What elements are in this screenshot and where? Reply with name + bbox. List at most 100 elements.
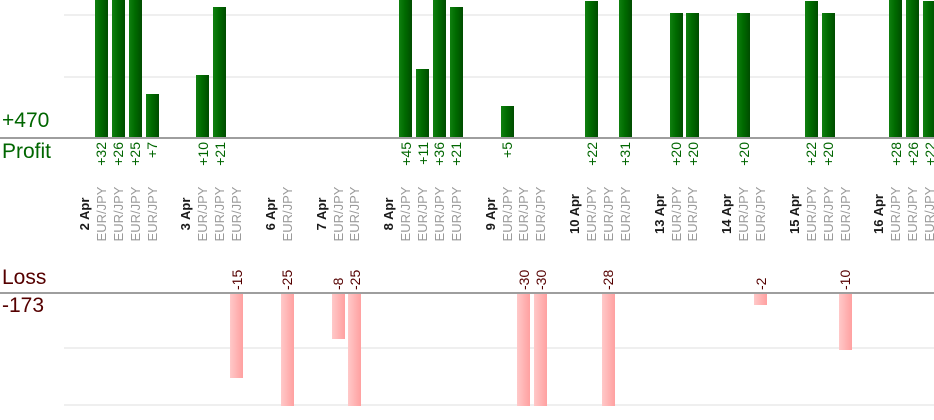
- date-label: 10 Apr: [567, 194, 583, 234]
- profit-bar: [399, 0, 413, 137]
- profit-gridline-10: [64, 76, 934, 78]
- loss-value-label: -15: [228, 269, 245, 290]
- loss-bar: [754, 294, 768, 306]
- profit-value-label: +21: [211, 142, 228, 166]
- symbol-label: EUR/JPY: [212, 186, 228, 242]
- profit-gridline-20: [64, 14, 934, 16]
- profit-bars-area: [0, 0, 934, 137]
- symbol-label: EUR/JPY: [685, 186, 701, 242]
- symbol-label: EUR/JPY: [110, 186, 126, 242]
- profit-bar: [449, 6, 463, 137]
- profit-value-label: +5: [499, 142, 516, 158]
- loss-value-label: -2: [752, 277, 769, 290]
- profit-value-label: +26: [904, 142, 921, 166]
- profit-bar: [128, 0, 142, 137]
- symbol-label: EUR/JPY: [533, 186, 549, 242]
- profit-value-label: +22: [921, 142, 934, 166]
- loss-bar: [838, 294, 852, 350]
- loss-value-label: -25: [346, 269, 363, 290]
- profit-value-label: +31: [617, 142, 634, 166]
- profit-bar: [889, 0, 903, 137]
- date-label: 14 Apr: [719, 194, 735, 234]
- loss-axis-line: [0, 292, 934, 294]
- symbol-label: EUR/JPY: [499, 186, 515, 242]
- profit-bar: [737, 13, 751, 137]
- loss-bar: [348, 294, 362, 406]
- profit-value-label: +32: [93, 142, 110, 166]
- symbol-label: EUR/JPY: [600, 186, 616, 242]
- profit-bar: [111, 0, 125, 137]
- symbol-label: EUR/JPY: [736, 186, 752, 242]
- symbol-label: EUR/JPY: [617, 186, 633, 242]
- profit-value-label: +22: [583, 142, 600, 166]
- profit-value-label: +20: [684, 142, 701, 166]
- symbol-label: EUR/JPY: [753, 186, 769, 242]
- date-label: 3 Apr: [178, 197, 194, 231]
- profit-total-label: +470: [2, 109, 50, 132]
- profit-bar: [94, 0, 108, 137]
- symbol-label: EUR/JPY: [905, 186, 921, 242]
- symbol-label: EUR/JPY: [330, 186, 346, 242]
- date-label: 7 Apr: [313, 197, 329, 231]
- profit-value-label: +21: [448, 142, 465, 166]
- profit-bar: [213, 6, 227, 137]
- loss-value-label: -28: [600, 269, 617, 290]
- profit-bar: [416, 68, 430, 137]
- profit-value-label: +20: [820, 142, 837, 166]
- profit-value-label: +26: [110, 142, 127, 166]
- loss-gridline-10: [64, 347, 934, 349]
- profit-bar: [432, 0, 446, 137]
- symbol-label: EUR/JPY: [347, 186, 363, 242]
- loss-total-label: -173: [2, 294, 45, 317]
- loss-value-label: -30: [515, 269, 532, 290]
- loss-value-label: -10: [837, 269, 854, 290]
- loss-bar: [331, 294, 345, 339]
- loss-gridline-20: [64, 404, 934, 406]
- profit-value-label: +10: [194, 142, 211, 166]
- date-label: 8 Apr: [381, 197, 397, 231]
- loss-bar: [601, 294, 615, 406]
- profit-bar: [906, 0, 920, 137]
- symbol-label: EUR/JPY: [820, 186, 836, 242]
- profit-bar: [618, 0, 632, 137]
- date-label: 13 Apr: [651, 194, 667, 234]
- profit-value-label: +20: [668, 142, 685, 166]
- date-label: 6 Apr: [262, 197, 278, 231]
- symbol-label: EUR/JPY: [431, 186, 447, 242]
- profit-value-label: +28: [887, 142, 904, 166]
- profit-value-label: +36: [431, 142, 448, 166]
- profit-bar: [686, 13, 700, 137]
- symbol-label: EUR/JPY: [415, 186, 431, 242]
- profit-bar: [821, 13, 835, 137]
- date-label: 16 Apr: [871, 194, 887, 234]
- symbol-label: EUR/JPY: [516, 186, 532, 242]
- loss-value-label: -8: [330, 277, 347, 290]
- symbol-label: EUR/JPY: [888, 186, 904, 242]
- profit-bar: [804, 0, 818, 137]
- date-label: 9 Apr: [482, 197, 498, 231]
- loss-value-label: -25: [279, 269, 296, 290]
- profit-axis-line: [0, 137, 934, 139]
- profit-bar: [669, 13, 683, 137]
- profit-value-label: +45: [397, 142, 414, 166]
- profit-bar: [145, 93, 159, 137]
- profit-value-label: +22: [803, 142, 820, 166]
- date-label: 15 Apr: [786, 194, 802, 234]
- symbol-label: EUR/JPY: [448, 186, 464, 242]
- symbol-label: EUR/JPY: [398, 186, 414, 242]
- loss-value-label: -30: [532, 269, 549, 290]
- loss-bar: [230, 294, 244, 378]
- symbol-label: EUR/JPY: [195, 186, 211, 242]
- loss-bar: [534, 294, 548, 406]
- symbol-label: EUR/JPY: [279, 186, 295, 242]
- symbol-label: EUR/JPY: [144, 186, 160, 242]
- symbol-label: EUR/JPY: [584, 186, 600, 242]
- symbol-label: EUR/JPY: [668, 186, 684, 242]
- loss-bars-area: [0, 294, 934, 406]
- profit-value-label: +20: [735, 142, 752, 166]
- loss-axis-title: Loss: [2, 266, 47, 289]
- profit-bar: [500, 106, 514, 137]
- profit-bar: [585, 0, 599, 137]
- loss-bar: [280, 294, 294, 406]
